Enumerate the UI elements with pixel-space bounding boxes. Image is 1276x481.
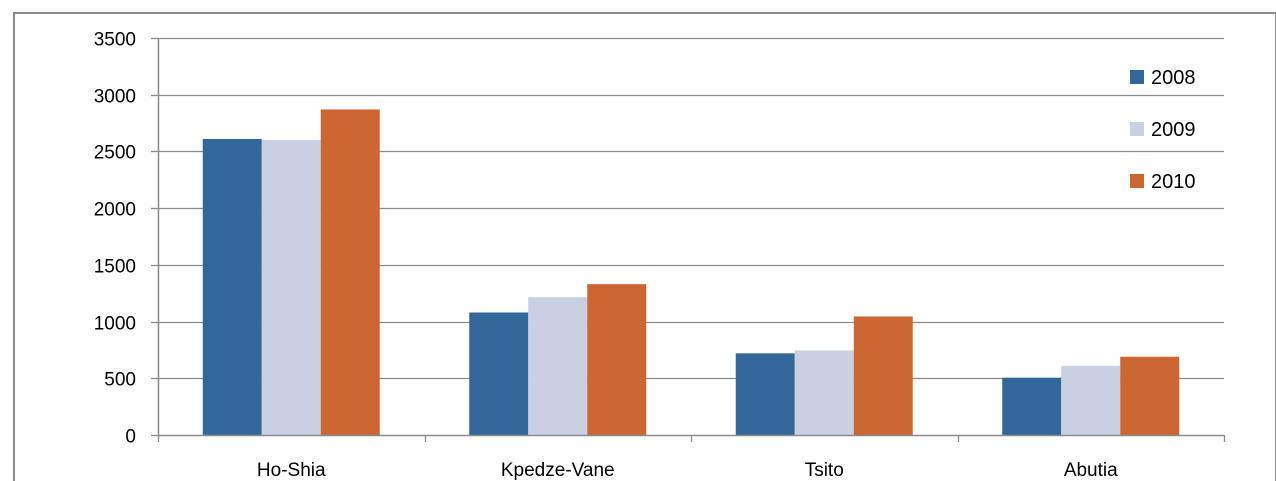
bar-2010-ho-shia bbox=[320, 109, 380, 436]
legend-label: 2008 bbox=[1151, 67, 1196, 89]
legend-swatch bbox=[1130, 174, 1144, 188]
legend-swatch bbox=[1130, 122, 1144, 136]
legend-swatch bbox=[1130, 70, 1144, 84]
legend-label: 2010 bbox=[1151, 171, 1196, 193]
x-tick-label: Abutia bbox=[1064, 460, 1118, 481]
bar-2009-ho-shia bbox=[261, 140, 321, 436]
bar-2008-kpedze-vane bbox=[469, 312, 529, 435]
legend-item-2008: 2008 bbox=[1130, 67, 1196, 89]
axes: 0 500 1000 1500 2000 2500 3000 3500 Ho-Shia Kpedz… bbox=[94, 30, 1226, 481]
legend-item-2010: 2010 bbox=[1130, 171, 1196, 193]
bar-2009-tsito bbox=[794, 350, 854, 435]
y-tick-label: 500 bbox=[104, 370, 136, 391]
y-tick-label: 2500 bbox=[94, 143, 136, 164]
legend: 2008 2009 2010 bbox=[1130, 67, 1196, 193]
bar-2010-abutia bbox=[1120, 356, 1180, 435]
x-tick-label: Kpedze-Vane bbox=[501, 460, 615, 481]
bar-2008-tsito bbox=[735, 353, 795, 435]
y-tick-label: 0 bbox=[125, 427, 136, 448]
bars bbox=[202, 109, 1180, 436]
legend-item-2009: 2009 bbox=[1130, 119, 1196, 141]
y-tick-label: 1000 bbox=[94, 314, 136, 335]
bar-2010-kpedze-vane bbox=[587, 284, 647, 435]
bar-2008-ho-shia bbox=[202, 138, 262, 436]
bar-2009-kpedze-vane bbox=[528, 297, 588, 435]
y-tick-label: 3000 bbox=[94, 87, 136, 108]
legend-label: 2009 bbox=[1151, 119, 1196, 141]
bar-2010-tsito bbox=[853, 316, 913, 435]
y-tick-label: 1500 bbox=[94, 257, 136, 278]
y-tick-label: 2000 bbox=[94, 200, 136, 221]
x-tick-label: Tsito bbox=[805, 460, 844, 481]
y-tick-label: 3500 bbox=[94, 30, 136, 51]
bar-2009-abutia bbox=[1061, 365, 1121, 435]
bar-2008-abutia bbox=[1002, 377, 1062, 435]
x-tick-label: Ho-Shia bbox=[257, 460, 326, 481]
